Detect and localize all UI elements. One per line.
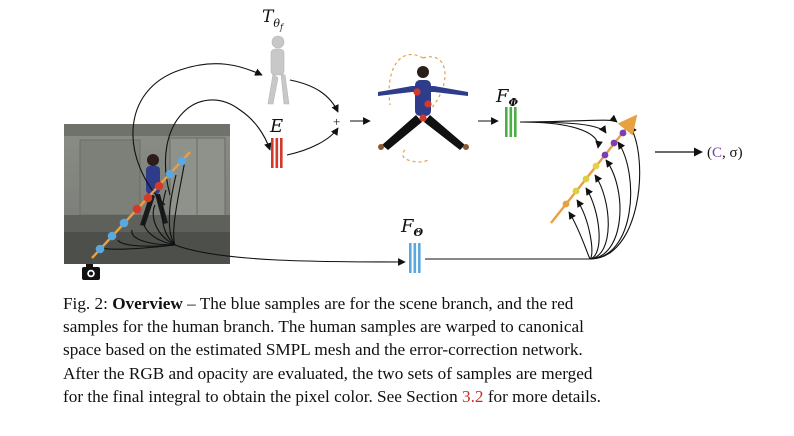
canonical-human — [378, 53, 469, 163]
human-samples — [132, 181, 164, 214]
input-photo — [64, 124, 230, 264]
error-net-block — [271, 138, 283, 168]
merge-arrows — [286, 79, 371, 156]
deformation-label: Tθf — [262, 7, 285, 32]
caption-text: for the final integral to obtain the pix… — [63, 386, 463, 406]
caption-line: Fig. 2: Overview – The blue samples are … — [63, 292, 738, 315]
caption-line: After the RGB and opacity are evaluated,… — [63, 363, 593, 383]
merged-samples — [562, 129, 627, 208]
human-nerf-block — [505, 107, 517, 137]
smpl-template-model — [267, 35, 290, 105]
scene-nerf-block — [409, 243, 421, 273]
figure-caption: Fig. 2: Overview – The blue samples are … — [63, 292, 738, 408]
sample-ray — [91, 151, 191, 259]
plus-sign: + — [333, 114, 340, 129]
caption-title: Overview — [112, 294, 183, 313]
caption-line: space based on the estimated SMPL mesh a… — [63, 340, 583, 360]
caption-figure-number: Fig. 2: — [63, 294, 113, 313]
caption-line: for the final integral to obtain the pix… — [63, 385, 738, 408]
scene-samples — [95, 156, 187, 254]
camera-icon — [82, 264, 100, 280]
caption-text: for more details. — [483, 386, 601, 406]
human-nerf-label: FΦ — [495, 86, 519, 109]
output-label: (C, σ) — [707, 145, 743, 161]
caption-line: samples for the human branch. The human … — [63, 317, 584, 337]
section-reference-link[interactable]: 3.2 — [462, 386, 484, 406]
error-net-label: E — [269, 116, 283, 137]
scene-nerf-label: FΘ — [400, 216, 424, 239]
walking-person — [140, 154, 168, 226]
scene-merge-arrows — [425, 125, 641, 260]
overview-figure: Tθf E + FΦ FΘ — [64, 7, 743, 280]
human-merge-arrows — [519, 114, 618, 149]
caption-text: – The blue samples are for the scene bra… — [182, 294, 574, 313]
